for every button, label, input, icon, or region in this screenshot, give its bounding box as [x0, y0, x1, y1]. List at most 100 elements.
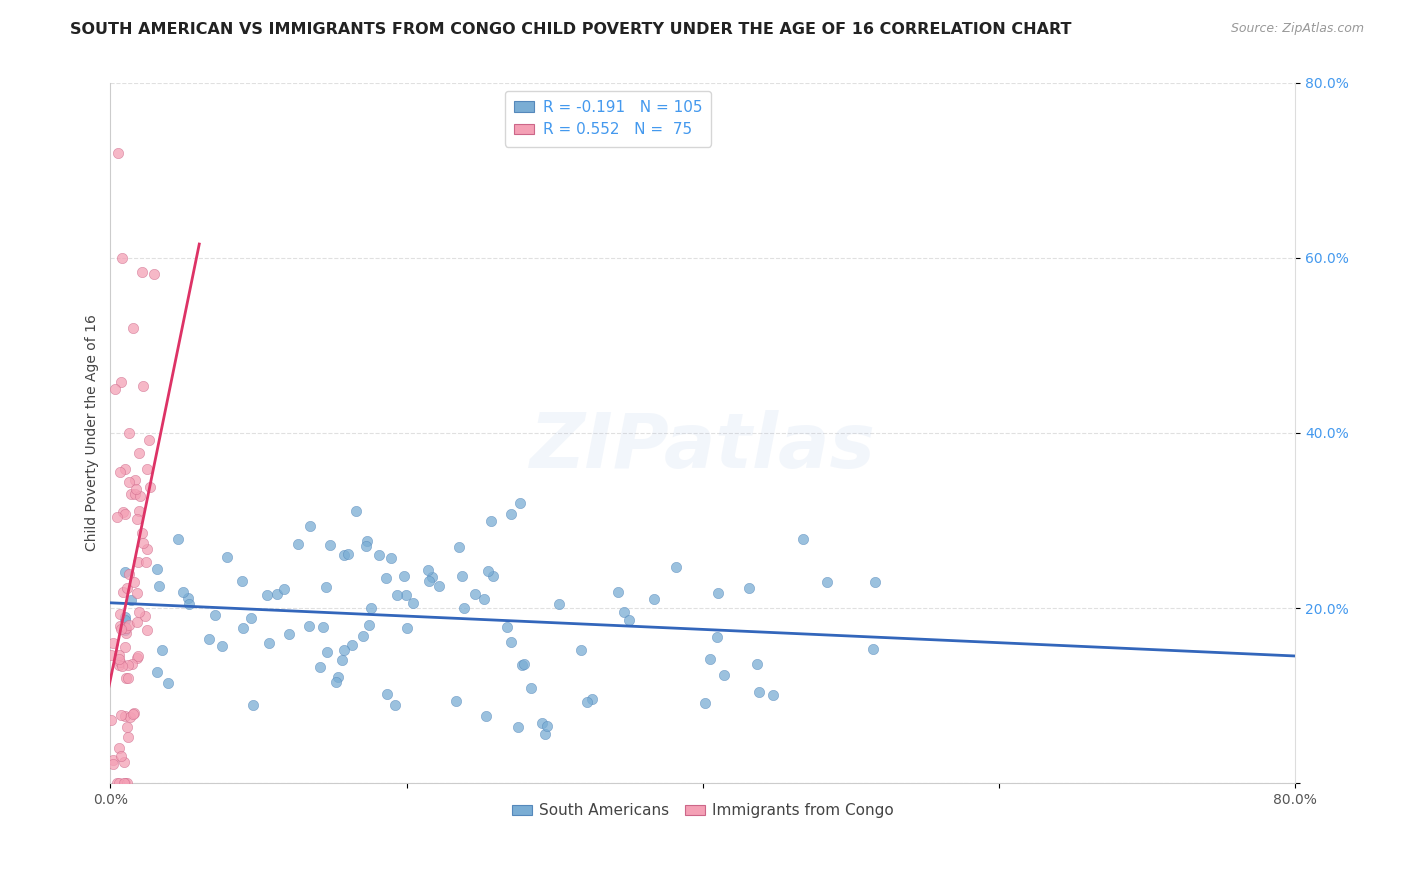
- Point: [114, 610, 136, 624]
- Point: [392, 569, 415, 583]
- Point: [232, 621, 254, 635]
- Point: [863, 575, 886, 590]
- Point: [513, 657, 536, 672]
- Point: [103, 635, 125, 649]
- Y-axis label: Child Poverty Under the Age of 16: Child Poverty Under the Age of 16: [86, 315, 100, 551]
- Point: [699, 652, 721, 666]
- Point: [110, 375, 132, 389]
- Point: [360, 601, 382, 615]
- Point: [114, 621, 136, 635]
- Point: [333, 642, 356, 657]
- Point: [114, 708, 136, 723]
- Point: [344, 504, 367, 518]
- Point: [416, 563, 439, 577]
- Point: [111, 251, 134, 265]
- Point: [693, 696, 716, 710]
- Point: [316, 645, 339, 659]
- Point: [138, 433, 160, 447]
- Point: [108, 465, 131, 479]
- Point: [145, 665, 167, 679]
- Point: [536, 719, 558, 733]
- Point: [496, 620, 519, 634]
- Point: [107, 509, 129, 524]
- Point: [477, 564, 499, 578]
- Point: [117, 657, 139, 672]
- Point: [380, 551, 402, 566]
- Point: [534, 727, 557, 741]
- Point: [359, 617, 381, 632]
- Point: [815, 575, 838, 590]
- Point: [447, 540, 470, 554]
- Point: [569, 643, 592, 657]
- Point: [108, 607, 131, 621]
- Point: [125, 586, 148, 600]
- Point: [273, 582, 295, 596]
- Point: [453, 600, 475, 615]
- Point: [298, 619, 321, 633]
- Point: [177, 591, 200, 605]
- Point: [396, 621, 419, 635]
- Point: [510, 658, 533, 673]
- Point: [475, 709, 498, 723]
- Point: [177, 597, 200, 611]
- Point: [107, 776, 129, 790]
- Point: [127, 648, 149, 663]
- Point: [128, 606, 150, 620]
- Point: [131, 536, 153, 550]
- Point: [287, 537, 309, 551]
- Point: [420, 570, 443, 584]
- Point: [506, 720, 529, 734]
- Point: [617, 613, 640, 627]
- Point: [125, 650, 148, 665]
- Point: [127, 512, 149, 526]
- Point: [105, 776, 128, 790]
- Point: [531, 715, 554, 730]
- Point: [464, 587, 486, 601]
- Point: [328, 670, 350, 684]
- Point: [117, 581, 139, 595]
- Point: [481, 568, 503, 582]
- Point: [418, 574, 440, 589]
- Point: [139, 480, 162, 494]
- Point: [143, 267, 166, 281]
- Point: [242, 698, 264, 712]
- Point: [256, 588, 278, 602]
- Point: [118, 710, 141, 724]
- Point: [311, 620, 333, 634]
- Point: [128, 446, 150, 460]
- Point: [115, 776, 138, 790]
- Point: [337, 548, 360, 562]
- Point: [127, 615, 149, 629]
- Point: [110, 748, 132, 763]
- Point: [333, 548, 356, 562]
- Point: [472, 592, 495, 607]
- Point: [501, 634, 523, 648]
- Point: [114, 640, 136, 654]
- Point: [148, 579, 170, 593]
- Point: [131, 264, 153, 278]
- Point: [150, 642, 173, 657]
- Point: [613, 606, 636, 620]
- Point: [167, 533, 190, 547]
- Point: [128, 504, 150, 518]
- Point: [747, 657, 769, 671]
- Point: [211, 640, 233, 654]
- Point: [395, 588, 418, 602]
- Point: [115, 626, 138, 640]
- Point: [118, 618, 141, 632]
- Point: [375, 571, 398, 585]
- Point: [332, 653, 354, 667]
- Point: [103, 757, 125, 772]
- Point: [520, 681, 543, 695]
- Point: [121, 706, 143, 721]
- Point: [352, 629, 374, 643]
- Point: [107, 145, 129, 160]
- Point: [110, 622, 132, 636]
- Point: [444, 694, 467, 708]
- Point: [266, 587, 288, 601]
- Point: [356, 534, 378, 549]
- Point: [325, 675, 347, 690]
- Point: [110, 655, 132, 669]
- Point: [172, 585, 194, 599]
- Point: [354, 539, 377, 553]
